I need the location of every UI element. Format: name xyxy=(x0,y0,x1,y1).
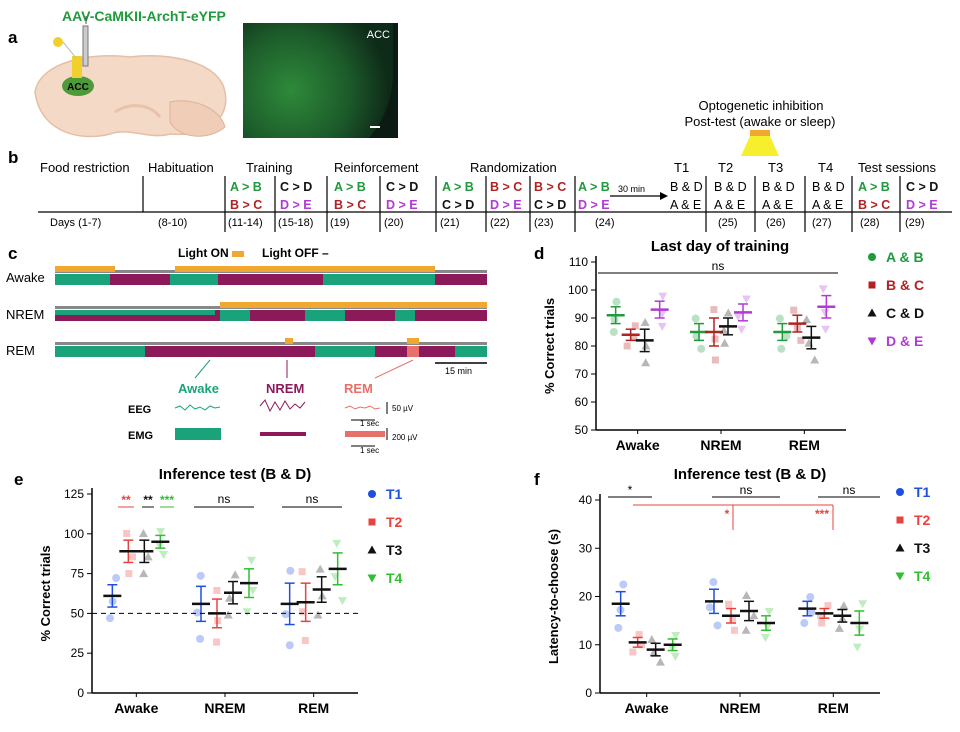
data-point xyxy=(671,653,680,661)
chart-f: 0 10 20 30 40 Latency-to-choose (s) Awake NREM R… xyxy=(0,0,960,732)
data-point xyxy=(749,611,758,619)
legend-label: T2 xyxy=(914,512,931,528)
data-point xyxy=(853,644,862,652)
data-point xyxy=(742,591,751,599)
y-tick-label: 10 xyxy=(579,638,593,652)
data-point xyxy=(619,580,627,588)
y-tick-label: 30 xyxy=(579,541,593,555)
data-point xyxy=(835,624,844,632)
data-point xyxy=(709,578,717,586)
y-axis-label: Latency-to-choose (s) xyxy=(546,529,561,664)
legend-label: T3 xyxy=(914,540,931,556)
sig-text: *** xyxy=(815,507,829,521)
data-point xyxy=(765,608,774,616)
data-point xyxy=(706,603,714,611)
sig-text: * xyxy=(725,507,730,521)
data-point xyxy=(725,601,732,608)
data-point xyxy=(647,635,656,643)
legend-marker xyxy=(896,488,904,496)
data-point xyxy=(858,600,867,608)
data-point xyxy=(806,593,814,601)
data-point xyxy=(800,619,808,627)
data-point xyxy=(818,620,825,627)
legend-label: T1 xyxy=(914,484,931,500)
data-point xyxy=(761,634,770,642)
sig-text: ns xyxy=(843,483,856,497)
legend-marker xyxy=(896,544,905,552)
data-point xyxy=(614,624,622,632)
y-tick-label: 20 xyxy=(579,590,593,604)
data-point xyxy=(714,621,722,629)
legend-marker xyxy=(897,517,904,524)
x-tick-label: REM xyxy=(818,700,849,716)
data-point xyxy=(839,601,848,609)
data-point xyxy=(742,626,751,634)
legend-label: T4 xyxy=(914,568,931,584)
data-point xyxy=(731,627,738,634)
x-tick-label: Awake xyxy=(625,700,669,716)
data-point xyxy=(656,658,665,666)
sig-text: ns xyxy=(740,483,753,497)
y-tick-label: 40 xyxy=(579,493,593,507)
y-tick-label: 0 xyxy=(585,686,592,700)
data-point xyxy=(629,648,636,655)
x-tick-label: NREM xyxy=(719,700,760,716)
sig-text: * xyxy=(628,483,633,497)
legend-marker xyxy=(896,573,905,581)
